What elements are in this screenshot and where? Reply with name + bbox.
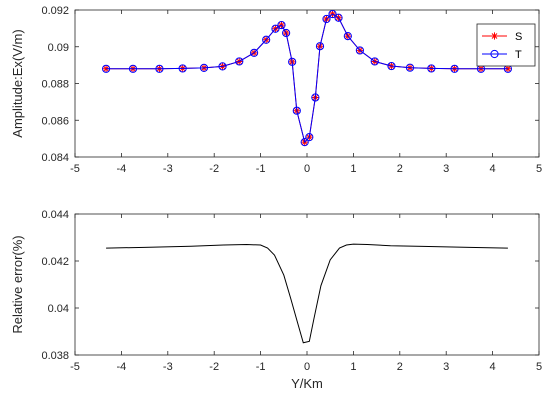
- data-point-S: [504, 65, 512, 73]
- x-tick-label: -1: [256, 361, 266, 373]
- data-point-T: [387, 61, 396, 71]
- data-point-T: [334, 13, 343, 22]
- data-point-T: [322, 14, 331, 24]
- data-point-T: [288, 57, 297, 66]
- data-point-T: [128, 64, 138, 73]
- data-point-T: [155, 64, 164, 73]
- plot-area: [74, 213, 540, 356]
- data-point-S: [102, 65, 110, 73]
- x-tick-label: 2: [397, 163, 403, 175]
- y-tick-label: 0.088: [41, 79, 69, 91]
- data-point-T: [300, 138, 309, 147]
- legend-box: [476, 23, 536, 67]
- x-tick-label: 2: [397, 361, 403, 373]
- data-point-T: [355, 46, 364, 55]
- x-tick-label: 4: [490, 163, 496, 175]
- data-point-T: [343, 31, 352, 41]
- y-tick-label: 0.084: [41, 152, 69, 164]
- amplitude-chart: -5 -4 -3 -2 -1 0 1 2 3 4 5 0.084 0.086 0.088 0.09 0.092…: [10, 5, 542, 175]
- x-tick-label: -4: [117, 163, 127, 175]
- y-tick-label: 0.04: [48, 303, 69, 315]
- y-tick-label: 0.044: [41, 209, 69, 221]
- y-tick-label: 0.092: [41, 5, 69, 17]
- data-point-T: [292, 106, 301, 115]
- data-point-T: [218, 62, 227, 71]
- x-tick-label: -2: [209, 163, 219, 175]
- x-tick-label: -3: [163, 163, 173, 175]
- data-point-T: [199, 63, 209, 72]
- data-point-T: [305, 133, 314, 142]
- plot-area: [74, 9, 540, 158]
- data-point-T: [178, 64, 187, 73]
- x-tick-label: -5: [70, 361, 80, 373]
- data-point-T: [427, 64, 436, 73]
- series-line-0: [106, 243, 508, 344]
- y-tick-label: 0.09: [48, 42, 69, 54]
- y-tick-label: 0.038: [41, 350, 69, 362]
- data-point-T: [262, 35, 271, 44]
- legend-label-S: S: [515, 31, 522, 43]
- data-point-T: [370, 57, 379, 66]
- x-tick-label: 3: [443, 163, 449, 175]
- x-tick-label: 5: [536, 361, 542, 373]
- data-point-T: [101, 64, 111, 73]
- data-point-T: [235, 57, 244, 66]
- x-tick-label: -2: [209, 361, 219, 373]
- legend-marker-T: [490, 49, 499, 59]
- data-point-T: [405, 63, 415, 72]
- data-point-T: [271, 24, 280, 33]
- x-tick-label: 0: [304, 163, 310, 175]
- x-tick-label: 1: [350, 361, 356, 373]
- y-tick-label: 0.086: [41, 115, 69, 127]
- relative-error-chart: -5 -4 -3 -2 -1 0 1 2 3 4 5 0.038 0.04 0.042 0.044 Relat…: [10, 209, 542, 391]
- x-tick-label: -1: [256, 163, 266, 175]
- y-axis-label: Amplitude:Ex(V/m): [10, 29, 25, 137]
- x-tick-label: -5: [70, 163, 80, 175]
- x-tick-label: 5: [536, 163, 542, 175]
- data-point-T: [250, 48, 259, 57]
- x-tick-label: 0: [304, 361, 310, 373]
- x-tick-label: 4: [490, 361, 496, 373]
- data-point-T: [311, 93, 320, 102]
- x-tick-label: -4: [117, 361, 127, 373]
- x-tick-label: -3: [163, 361, 173, 373]
- legend-label-T: T: [515, 49, 522, 61]
- x-axis-label: Y/Km: [291, 376, 323, 391]
- data-point-T: [282, 28, 291, 38]
- data-point-T: [450, 64, 459, 73]
- y-axis-label: Relative error(%): [10, 235, 25, 333]
- data-point-T: [277, 20, 286, 30]
- y-tick-label: 0.042: [41, 256, 69, 268]
- data-point-T: [315, 42, 325, 51]
- x-tick-label: 3: [443, 361, 449, 373]
- data-point-T: [328, 9, 337, 19]
- legend-marker-S: [490, 32, 499, 40]
- x-tick-label: 1: [350, 163, 356, 175]
